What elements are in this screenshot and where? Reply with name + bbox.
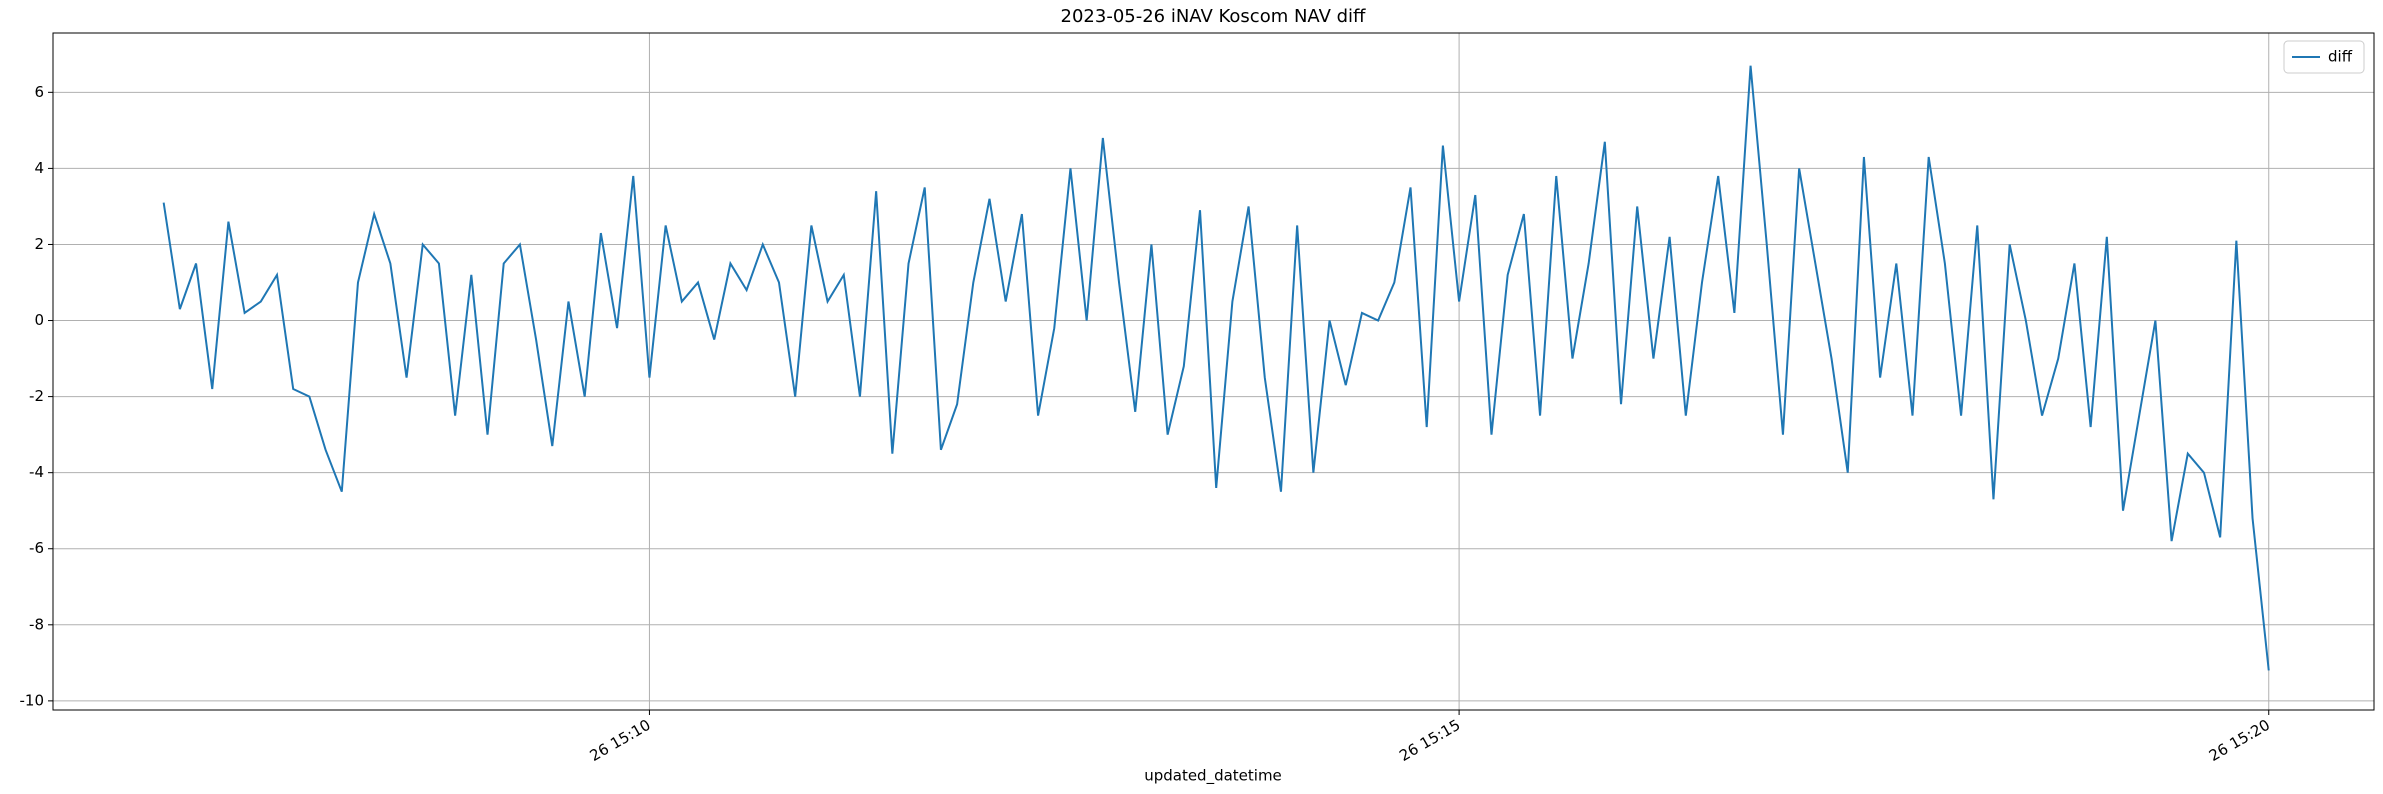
y-tick-label: -2: [29, 387, 44, 405]
y-tick-label: -8: [29, 615, 44, 633]
x-tick-label: 26 15:10: [587, 716, 654, 765]
y-tick-label: -10: [20, 691, 45, 709]
legend-label: diff: [2328, 48, 2353, 66]
plot-frame: [52, 32, 2375, 711]
x-tick-label: 26 15:15: [1396, 716, 1463, 765]
y-tick-label: 6: [34, 83, 44, 101]
y-tick-label: 4: [34, 159, 44, 177]
x-axis-label: updated_datetime: [1144, 767, 1282, 786]
y-tick-label: 2: [34, 235, 44, 253]
y-tick-label: -4: [29, 463, 44, 481]
chart-title: 2023-05-26 iNAV Koscom NAV diff: [1061, 6, 1367, 27]
data-line: [162, 65, 2270, 671]
x-tick-label: 26 15:20: [2206, 716, 2273, 765]
legend-box: [2283, 40, 2365, 74]
y-tick-label: -6: [29, 539, 44, 557]
y-tick-label: 0: [34, 311, 44, 329]
